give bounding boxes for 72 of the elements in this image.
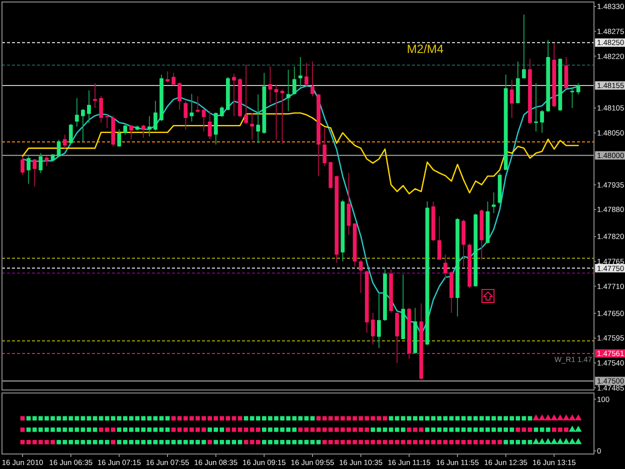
point [568,414,576,420]
candlestick [292,66,296,95]
point [568,438,576,444]
point [574,426,582,432]
candlestick [178,82,182,110]
candlestick [166,70,170,83]
candlestick [38,152,43,174]
candlestick [214,112,218,146]
candlestick [534,82,538,132]
candlestick [20,156,24,176]
candlestick [68,123,73,144]
candlestick [564,56,568,90]
point [550,414,558,420]
candlestick [81,108,85,142]
candlestick [208,110,212,140]
candlestick [286,69,290,112]
candlestick [190,94,194,122]
candlestick [172,72,176,86]
candlestick [358,259,363,294]
candlestick [232,73,236,117]
candlestick [298,56,302,88]
point [556,414,564,420]
candlestick [123,123,128,136]
point [556,438,564,444]
candlestick [184,100,188,130]
candlestick [540,109,544,134]
candlestick [117,128,122,148]
candlestick [26,156,31,184]
point [550,438,558,444]
candlestick [304,62,308,86]
point [544,414,552,420]
candlestick [154,100,158,132]
point [574,414,582,420]
point [532,414,540,420]
candlestick [443,254,448,280]
candlestick [256,94,260,144]
candlestick [370,312,375,345]
point [568,426,576,432]
candlestick [377,292,381,349]
candlestick [147,116,152,137]
candlestick [99,95,103,123]
candlestick [250,112,254,140]
candlestick [346,172,351,236]
point [538,414,546,420]
candlestick [268,66,272,104]
point [562,414,570,420]
candlestick [462,218,466,267]
candlestick [244,64,248,124]
point [544,438,552,444]
candlestick [322,127,327,167]
candlestick [141,124,146,138]
point [574,438,582,444]
candlestick [93,82,97,109]
candlestick [56,139,61,158]
candlestick [522,14,526,80]
candlestick [510,79,514,118]
candlestick [437,216,442,261]
candlestick [492,192,496,214]
point [532,438,540,444]
candlestick [32,158,37,188]
candlestick [44,156,49,167]
annotation: M2/M4 [406,42,444,56]
candlestick [74,98,79,128]
candlestick [129,124,134,140]
candlestick [220,106,224,118]
candlestick [62,134,67,149]
point [562,438,570,444]
line-series [22,112,579,194]
point [538,438,546,444]
candlestick [310,61,314,97]
candlestick [105,114,110,128]
candlestick [87,90,91,124]
